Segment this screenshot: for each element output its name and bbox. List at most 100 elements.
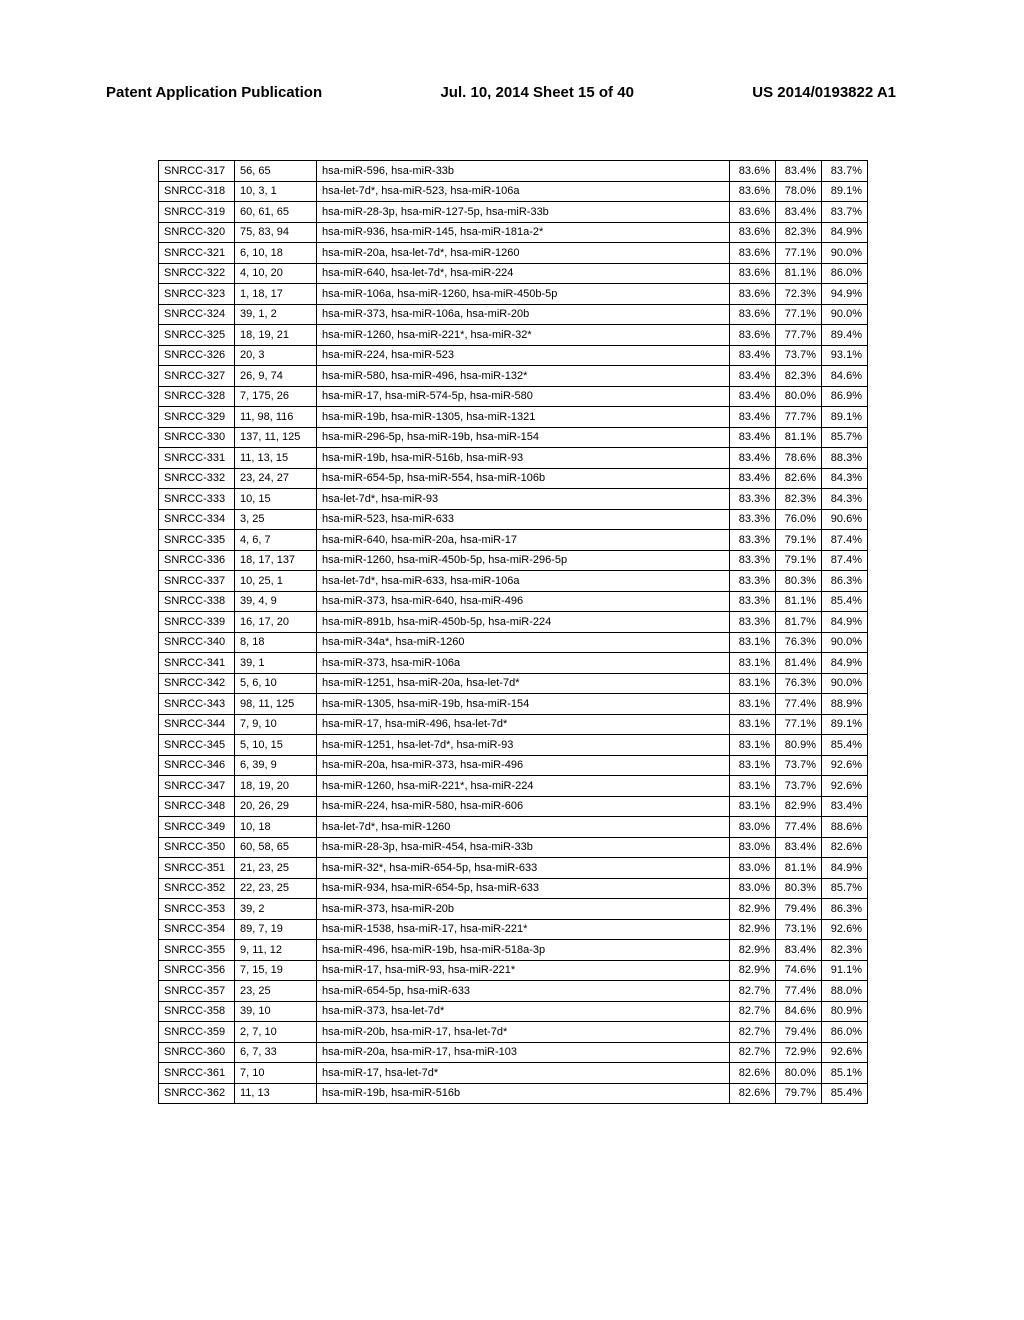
table-cell: hsa-let-7d*, hsa-miR-633, hsa-miR-106a — [317, 571, 730, 592]
table-cell: 78.6% — [776, 448, 822, 469]
table-cell: hsa-miR-17, hsa-miR-93, hsa-miR-221* — [317, 960, 730, 981]
table-cell: hsa-miR-19b, hsa-miR-516b — [317, 1083, 730, 1104]
table-cell: hsa-miR-496, hsa-miR-19b, hsa-miR-518a-3… — [317, 940, 730, 961]
table-cell: hsa-miR-373, hsa-let-7d* — [317, 1001, 730, 1022]
table-cell: hsa-miR-20b, hsa-miR-17, hsa-let-7d* — [317, 1022, 730, 1043]
table-cell: SNRCC-322 — [159, 263, 235, 284]
table-cell: 83.4% — [730, 427, 776, 448]
table-cell: SNRCC-353 — [159, 899, 235, 920]
table-cell: SNRCC-325 — [159, 325, 235, 346]
table-cell: hsa-miR-1260, hsa-miR-450b-5p, hsa-miR-2… — [317, 550, 730, 571]
table-cell: 22, 23, 25 — [235, 878, 317, 899]
table-row: SNRCC-33710, 25, 1hsa-let-7d*, hsa-miR-6… — [159, 571, 868, 592]
table-cell: 82.6% — [730, 1063, 776, 1084]
table-row: SNRCC-34139, 1hsa-miR-373, hsa-miR-106a8… — [159, 653, 868, 674]
table-cell: 82.9% — [730, 899, 776, 920]
table-cell: SNRCC-317 — [159, 161, 235, 182]
table-cell: 80.9% — [822, 1001, 868, 1022]
table-cell: SNRCC-319 — [159, 202, 235, 223]
table-cell: hsa-miR-19b, hsa-miR-1305, hsa-miR-1321 — [317, 407, 730, 428]
table-cell: 79.7% — [776, 1083, 822, 1104]
table-cell: 7, 10 — [235, 1063, 317, 1084]
table-cell: 85.4% — [822, 735, 868, 756]
table-cell: SNRCC-349 — [159, 817, 235, 838]
table-cell: SNRCC-339 — [159, 612, 235, 633]
table-cell: 80.0% — [776, 1063, 822, 1084]
table-cell: 83.6% — [730, 325, 776, 346]
table-cell: 137, 11, 125 — [235, 427, 317, 448]
table-cell: 83.0% — [730, 837, 776, 858]
table-cell: hsa-miR-224, hsa-miR-523 — [317, 345, 730, 366]
table-cell: hsa-miR-373, hsa-miR-20b — [317, 899, 730, 920]
table-row: SNRCC-35060, 58, 65hsa-miR-28-3p, hsa-mi… — [159, 837, 868, 858]
table-cell: 83.3% — [730, 530, 776, 551]
table-cell: 11, 98, 116 — [235, 407, 317, 428]
table-cell: 5, 10, 15 — [235, 735, 317, 756]
table-cell: 91.1% — [822, 960, 868, 981]
table-cell: hsa-miR-373, hsa-miR-640, hsa-miR-496 — [317, 591, 730, 612]
table-cell: 84.9% — [822, 653, 868, 674]
table-cell: hsa-miR-1260, hsa-miR-221*, hsa-miR-32* — [317, 325, 730, 346]
table-cell: 39, 2 — [235, 899, 317, 920]
table-cell: hsa-miR-28-3p, hsa-miR-454, hsa-miR-33b — [317, 837, 730, 858]
table-cell: 77.1% — [776, 304, 822, 325]
data-table: SNRCC-31756, 65hsa-miR-596, hsa-miR-33b8… — [158, 160, 868, 1104]
table-cell: 89.4% — [822, 325, 868, 346]
table-cell: 77.4% — [776, 694, 822, 715]
table-cell: 83.6% — [730, 222, 776, 243]
table-row: SNRCC-35339, 2hsa-miR-373, hsa-miR-20b82… — [159, 899, 868, 920]
table-row: SNRCC-31960, 61, 65hsa-miR-28-3p, hsa-mi… — [159, 202, 868, 223]
table-cell: 6, 7, 33 — [235, 1042, 317, 1063]
table-cell: 86.0% — [822, 263, 868, 284]
table-cell: 87.4% — [822, 550, 868, 571]
table-cell: 83.4% — [776, 940, 822, 961]
table-cell: 83.3% — [730, 612, 776, 633]
table-row: SNRCC-3354, 6, 7hsa-miR-640, hsa-miR-20a… — [159, 530, 868, 551]
table-cell: 83.6% — [730, 304, 776, 325]
table-cell: hsa-let-7d*, hsa-miR-1260 — [317, 817, 730, 838]
table-cell: 7, 15, 19 — [235, 960, 317, 981]
table-cell: 90.0% — [822, 304, 868, 325]
table-cell: SNRCC-361 — [159, 1063, 235, 1084]
table-cell: 86.3% — [822, 571, 868, 592]
table-cell: 82.7% — [730, 1042, 776, 1063]
table-cell: SNRCC-335 — [159, 530, 235, 551]
table-row: SNRCC-33916, 17, 20hsa-miR-891b, hsa-miR… — [159, 612, 868, 633]
table-cell: 10, 15 — [235, 489, 317, 510]
table-row: SNRCC-32518, 19, 21hsa-miR-1260, hsa-miR… — [159, 325, 868, 346]
table-cell: hsa-miR-17, hsa-miR-496, hsa-let-7d* — [317, 714, 730, 735]
table-row: SNRCC-34820, 26, 29hsa-miR-224, hsa-miR-… — [159, 796, 868, 817]
table-cell: 83.4% — [730, 407, 776, 428]
table-cell: SNRCC-337 — [159, 571, 235, 592]
table-cell: hsa-miR-296-5p, hsa-miR-19b, hsa-miR-154 — [317, 427, 730, 448]
table-row: SNRCC-34718, 19, 20hsa-miR-1260, hsa-miR… — [159, 776, 868, 797]
table-cell: 84.6% — [822, 366, 868, 387]
table-cell: hsa-miR-596, hsa-miR-33b — [317, 161, 730, 182]
table-cell: 80.3% — [776, 878, 822, 899]
table-cell: 89.1% — [822, 714, 868, 735]
table-cell: 87.4% — [822, 530, 868, 551]
table-cell: 8, 18 — [235, 632, 317, 653]
table-cell: 6, 10, 18 — [235, 243, 317, 264]
table-cell: SNRCC-343 — [159, 694, 235, 715]
table-cell: 73.1% — [776, 919, 822, 940]
table-cell: hsa-miR-373, hsa-miR-106a, hsa-miR-20b — [317, 304, 730, 325]
table-cell: 84.9% — [822, 858, 868, 879]
table-cell: hsa-miR-1305, hsa-miR-19b, hsa-miR-154 — [317, 694, 730, 715]
table-cell: SNRCC-359 — [159, 1022, 235, 1043]
table-cell: 18, 19, 21 — [235, 325, 317, 346]
table-row: SNRCC-34910, 18hsa-let-7d*, hsa-miR-1260… — [159, 817, 868, 838]
table-cell: 82.7% — [730, 981, 776, 1002]
table-row: SNRCC-3408, 18hsa-miR-34a*, hsa-miR-1260… — [159, 632, 868, 653]
table-cell: 77.7% — [776, 407, 822, 428]
table-cell: 20, 3 — [235, 345, 317, 366]
table-cell: 83.4% — [730, 386, 776, 407]
table-cell: SNRCC-342 — [159, 673, 235, 694]
table-cell: hsa-miR-20a, hsa-let-7d*, hsa-miR-1260 — [317, 243, 730, 264]
table-cell: 83.3% — [730, 591, 776, 612]
table-cell: 83.7% — [822, 202, 868, 223]
table-cell: hsa-let-7d*, hsa-miR-93 — [317, 489, 730, 510]
table-cell: SNRCC-329 — [159, 407, 235, 428]
table-cell: 82.6% — [776, 468, 822, 489]
table-cell: 26, 9, 74 — [235, 366, 317, 387]
